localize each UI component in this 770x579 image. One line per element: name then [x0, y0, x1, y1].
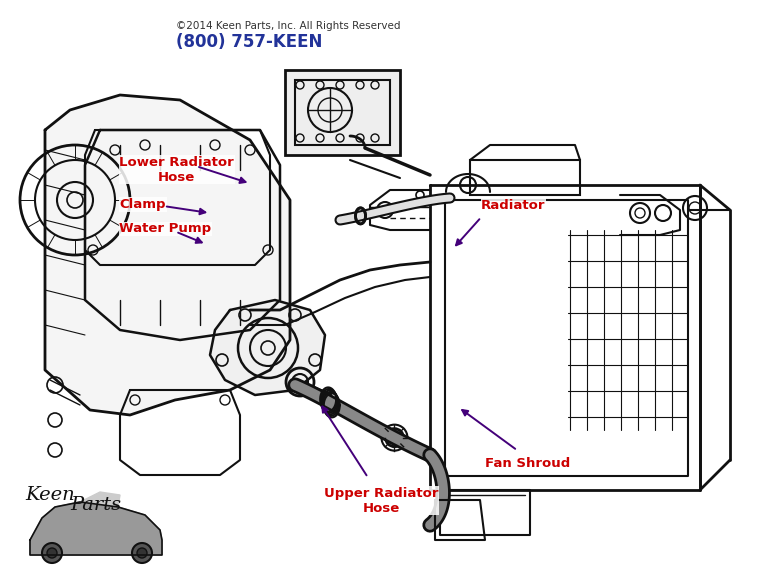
Bar	[470, 160, 580, 195]
Circle shape	[386, 428, 403, 446]
Text: Keen: Keen	[25, 486, 75, 504]
Text: (800) 757-KEEN: (800) 757-KEEN	[176, 32, 322, 51]
Text: Fan Shroud: Fan Shroud	[485, 457, 570, 470]
Circle shape	[47, 548, 57, 558]
Circle shape	[42, 543, 62, 563]
Polygon shape	[30, 502, 162, 555]
Polygon shape	[80, 492, 120, 507]
Circle shape	[137, 548, 147, 558]
Text: Water Pump: Water Pump	[119, 222, 212, 235]
Polygon shape	[45, 95, 290, 415]
Polygon shape	[210, 300, 325, 395]
Text: Upper Radiator
Hose: Upper Radiator Hose	[324, 487, 438, 515]
Bar	[285, 70, 400, 155]
Text: ©2014 Keen Parts, Inc. All Rights Reserved: ©2014 Keen Parts, Inc. All Rights Reserv…	[176, 21, 400, 31]
Text: Lower Radiator
Hose: Lower Radiator Hose	[119, 156, 234, 184]
Text: Clamp: Clamp	[119, 198, 166, 211]
Circle shape	[132, 543, 152, 563]
Bar	[295, 80, 390, 145]
Text: Parts: Parts	[70, 496, 121, 514]
Text: Radiator: Radiator	[481, 199, 546, 212]
